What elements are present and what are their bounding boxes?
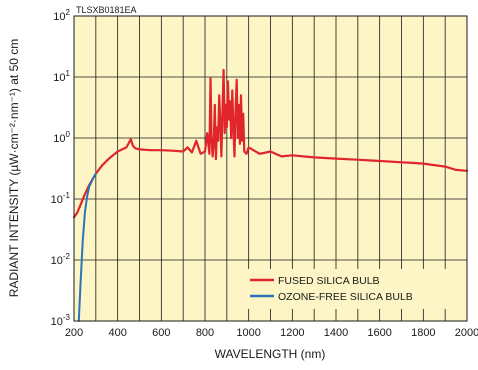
- plot-frame: [73, 15, 468, 322]
- x-tick-label: 800: [196, 327, 214, 339]
- y-tick-label: 100: [53, 130, 70, 145]
- y-axis-title: RADIANT INTENSITY (µW·cm⁻²·nm⁻¹) at 50 c…: [7, 39, 21, 297]
- x-tick-label: 400: [108, 327, 126, 339]
- legend: FUSED SILICA BULB OZONE-FREE SILICA BULB: [248, 269, 464, 309]
- x-tick-label: 2000: [455, 327, 478, 339]
- x-tick-label: 600: [152, 327, 170, 339]
- legend-box: [248, 269, 464, 309]
- legend-label-fused: FUSED SILICA BULB: [278, 275, 380, 287]
- y-tick-label: 10-1: [51, 191, 71, 206]
- x-tick-label: 1800: [411, 327, 435, 339]
- x-axis-title: WAVELENGTH (nm): [215, 347, 326, 361]
- x-tick-labels: 200 400 600 800 1000 1200 1400 1600 1800 2000: [65, 327, 478, 339]
- x-tick-label: 1200: [280, 327, 304, 339]
- y-tick-label: 102: [53, 8, 70, 23]
- figure-code: TLSXB0181EA: [76, 5, 137, 15]
- x-tick-label: 1000: [236, 327, 260, 339]
- series-line-fused-silica: [72, 68, 469, 219]
- x-tick-label: 200: [65, 327, 83, 339]
- series-layer: [72, 68, 469, 322]
- y-tick-label: 10-2: [51, 252, 71, 267]
- y-tick-labels: 102 101 100 10-1 10-2 10-3: [51, 8, 71, 328]
- series-line-ozone-free: [77, 172, 97, 322]
- y-tick-label: 101: [53, 69, 70, 84]
- y-tick-label: 10-3: [51, 313, 71, 328]
- legend-label-ozone-free: OZONE-FREE SILICA BULB: [278, 291, 413, 303]
- x-tick-label: 1600: [367, 327, 391, 339]
- x-tick-label: 1400: [324, 327, 348, 339]
